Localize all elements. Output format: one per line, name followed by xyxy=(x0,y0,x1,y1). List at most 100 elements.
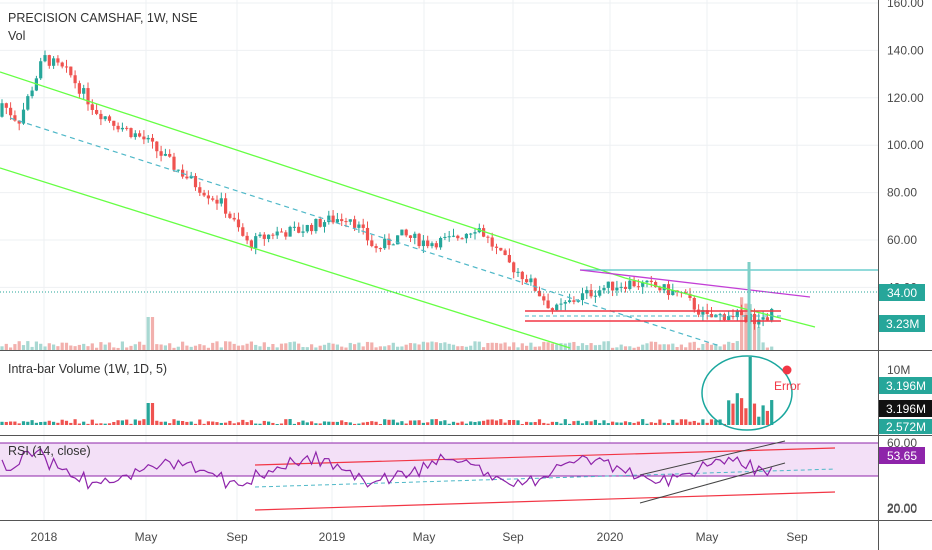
intrabar-bar xyxy=(692,420,696,425)
volume-bar xyxy=(499,343,503,350)
intrabar-bar xyxy=(318,423,322,425)
volume-bar xyxy=(387,345,391,350)
volume-bar xyxy=(525,345,529,350)
volume-bar xyxy=(430,341,434,350)
intrabar-bar xyxy=(30,420,34,425)
volume-bar xyxy=(645,343,649,350)
candle-body xyxy=(310,224,314,232)
rsi-badge-bg xyxy=(879,447,925,464)
candle-body xyxy=(224,198,228,214)
candle-body xyxy=(606,281,610,288)
price-tick-label: 80.00 xyxy=(887,186,917,200)
candle-body xyxy=(550,308,554,311)
candle-body xyxy=(456,235,460,239)
symbol-title: PRECISION CAMSHAF, 1W, NSE xyxy=(8,11,198,25)
volume-bar xyxy=(413,343,417,350)
intrabar-bar xyxy=(47,420,51,425)
volume-bar xyxy=(107,342,112,350)
volume-bar xyxy=(297,343,301,350)
intrabar-bar xyxy=(353,423,357,425)
volume-bar xyxy=(331,343,335,350)
volume-bar xyxy=(623,346,628,350)
candle-body xyxy=(645,280,649,283)
volume-bar xyxy=(417,344,421,350)
candle-body xyxy=(525,279,529,283)
intrabar-bar xyxy=(378,423,382,425)
intrabar-bar xyxy=(761,405,765,425)
intrabar-bar xyxy=(675,422,679,425)
volume-bar xyxy=(189,346,193,350)
volume-bar xyxy=(740,297,744,350)
candle-body xyxy=(279,231,284,233)
volume-bar xyxy=(232,343,236,350)
candle-body xyxy=(413,233,417,238)
candle-body xyxy=(262,234,266,239)
candle-body xyxy=(718,314,722,316)
volume-bar xyxy=(684,347,688,350)
volume-bar xyxy=(692,341,696,350)
candle-body xyxy=(542,296,546,301)
volume-bar xyxy=(82,343,86,350)
candle-body xyxy=(331,215,335,223)
volume-bar xyxy=(615,347,619,350)
volume-bar xyxy=(507,346,511,350)
candle-body xyxy=(443,236,447,238)
candle-body xyxy=(327,215,331,223)
intrabar-bar xyxy=(284,419,288,425)
candle-body xyxy=(421,240,425,247)
candle-body xyxy=(13,115,17,121)
intrabar-bar xyxy=(361,422,365,425)
candle-body xyxy=(30,90,34,97)
intrabar-bar xyxy=(709,419,714,425)
volume-bar xyxy=(602,341,606,350)
candle-body xyxy=(43,55,47,62)
volume-bar xyxy=(43,346,47,350)
intrabar-bar xyxy=(340,420,344,425)
volume-bar xyxy=(365,341,370,350)
intrabar-bar xyxy=(426,422,430,425)
candle-body xyxy=(236,219,241,228)
candle-body xyxy=(133,133,137,138)
volume-bar xyxy=(47,343,51,350)
intrabar-bar xyxy=(34,422,38,425)
candle-body xyxy=(26,96,30,110)
candle-body xyxy=(219,198,223,204)
candle-body xyxy=(202,192,206,196)
intrabar-bar xyxy=(512,419,516,425)
candle-body xyxy=(555,304,559,311)
intrabar-bar xyxy=(236,422,241,425)
volume-bar xyxy=(258,346,262,350)
intrabar-bar xyxy=(628,422,632,425)
rsi-red-trend-upper xyxy=(254,447,836,466)
intrabar-bar xyxy=(322,421,327,425)
intrabar-bar xyxy=(585,421,589,425)
intrabar-bar xyxy=(387,419,391,425)
volume-bar xyxy=(146,317,150,350)
intrabar-bar xyxy=(623,421,628,425)
volume-bar xyxy=(103,344,107,350)
volume-bar xyxy=(279,343,284,350)
volume-bar xyxy=(408,343,413,350)
candle-body xyxy=(258,234,262,237)
intrabar-bar xyxy=(568,423,572,425)
rsi-axis-top: 60.00 xyxy=(887,436,917,450)
volume-label: Vol xyxy=(8,29,25,43)
candle-body xyxy=(512,262,516,273)
candle-body xyxy=(593,295,597,297)
intrabar-bar xyxy=(765,410,769,425)
candle-body xyxy=(64,66,69,68)
intrabar-bar xyxy=(185,421,189,425)
intrabar-bar xyxy=(499,419,503,425)
volume-bar xyxy=(288,342,292,350)
volume-bar xyxy=(606,341,610,350)
volume-bar xyxy=(486,343,490,350)
intrabar-bar xyxy=(602,420,606,425)
volume-bar xyxy=(516,347,520,350)
candle-body xyxy=(722,314,726,321)
candle-body xyxy=(60,62,64,67)
candle-body xyxy=(404,229,408,236)
candle-body xyxy=(138,133,142,137)
candle-body xyxy=(120,127,124,130)
candle-body xyxy=(572,300,576,302)
